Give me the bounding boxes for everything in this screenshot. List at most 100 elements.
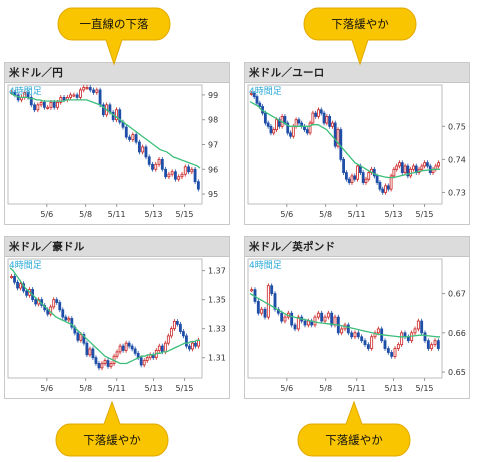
candle-body	[378, 182, 382, 190]
candle-body	[25, 290, 28, 296]
candle-body	[133, 348, 137, 354]
callout-top-right: 下落緩やか	[303, 6, 417, 66]
candle-body	[386, 185, 390, 190]
candle-body	[275, 119, 278, 131]
candle-body	[353, 175, 357, 180]
candle-body	[353, 332, 357, 338]
candle-body	[94, 357, 98, 364]
candle-body	[88, 348, 92, 356]
candle-body	[144, 146, 148, 158]
y-tick-label: 0.65	[448, 368, 466, 377]
y-tick-label: 95	[208, 190, 218, 199]
candlestick-chart: 1.37 1.35 1.33 1.31 5/6 5/8 5/11 5/13 5/15 4時間足	[7, 258, 226, 393]
candle-body	[82, 334, 86, 344]
timeframe-label: 4時間足	[9, 260, 42, 271]
candle-body	[283, 116, 287, 124]
candle-body	[400, 162, 404, 173]
y-tick-label: 96	[208, 165, 218, 174]
candle-body	[16, 281, 19, 289]
candle-body	[163, 342, 167, 353]
moving-average-line	[249, 100, 440, 179]
candle-body	[106, 360, 110, 367]
candle-body	[121, 345, 125, 351]
candle-body	[115, 109, 118, 121]
candle-body	[191, 342, 194, 350]
candle-body	[420, 320, 424, 334]
y-tick-label: 0.73	[448, 188, 466, 197]
candle-body	[423, 332, 427, 342]
timeframe-label: 4時間足	[9, 86, 42, 97]
candle-body	[85, 342, 89, 356]
y-tick-label: 1.31	[208, 354, 226, 363]
candle-body	[252, 92, 256, 97]
candle-body	[317, 109, 320, 117]
candle-body	[331, 122, 334, 127]
candle-body	[13, 276, 16, 283]
candle-body	[375, 175, 379, 183]
candle-body	[350, 175, 354, 183]
x-tick-label: 5/13	[385, 384, 403, 393]
candle-body	[160, 345, 164, 353]
candle-body	[313, 316, 317, 326]
candle-body	[190, 168, 194, 173]
candle-body	[49, 101, 53, 108]
candle-body	[70, 318, 74, 328]
x-tick-label: 5/13	[145, 384, 163, 393]
candle-body	[336, 129, 340, 147]
candle-body	[269, 125, 273, 134]
candle-body	[145, 357, 149, 361]
y-tick-label: 0.66	[448, 329, 466, 338]
candle-body	[109, 363, 113, 367]
candle-body	[325, 116, 329, 124]
candle-body	[266, 285, 270, 318]
candle-body	[128, 136, 131, 140]
x-tick-label: 5/13	[385, 210, 403, 219]
candle-body	[412, 165, 415, 170]
candle-body	[177, 176, 181, 180]
y-tick-label: 97	[208, 141, 218, 150]
candle-body	[255, 96, 259, 104]
candle-body	[55, 299, 59, 303]
candle-body	[303, 320, 307, 326]
callout-text: 下落緩やか	[331, 17, 389, 31]
candle-body	[330, 312, 334, 326]
candle-body	[124, 126, 128, 138]
candle-body	[72, 94, 76, 97]
candle-body	[363, 340, 367, 346]
candle-body	[286, 122, 290, 134]
candle-body	[426, 340, 430, 349]
candle-body	[406, 336, 410, 342]
candle-body	[194, 342, 197, 347]
candle-body	[178, 323, 182, 332]
candle-body	[174, 171, 177, 180]
plot-area	[7, 84, 203, 205]
candle-body	[167, 173, 171, 178]
callout-text: 下落緩やか	[83, 433, 141, 447]
candle-body	[134, 134, 138, 143]
timeframe-label: 4時間足	[249, 86, 282, 97]
candle-body	[272, 129, 276, 134]
candle-body	[75, 94, 79, 98]
candle-body	[398, 162, 401, 167]
candle-body	[127, 342, 131, 347]
y-tick-label: 1.37	[208, 267, 226, 276]
candle-body	[64, 316, 68, 321]
candle-body	[372, 168, 376, 177]
candle-body	[290, 312, 294, 326]
candle-body	[403, 165, 407, 173]
x-tick-label: 5/6	[280, 384, 293, 393]
candle-body	[175, 321, 179, 325]
y-tick-label: 0.74	[448, 155, 466, 164]
candle-body	[59, 96, 63, 103]
candle-body	[423, 162, 427, 167]
candle-body	[386, 348, 390, 353]
candle-body	[101, 104, 105, 116]
candle-body	[294, 119, 298, 127]
candle-body	[293, 324, 297, 330]
x-tick-label: 5/13	[145, 210, 163, 219]
candle-body	[88, 87, 92, 91]
candle-body	[180, 173, 184, 178]
candle-body	[39, 101, 43, 106]
x-tick-label: 5/8	[319, 210, 332, 219]
candle-body	[137, 141, 141, 153]
